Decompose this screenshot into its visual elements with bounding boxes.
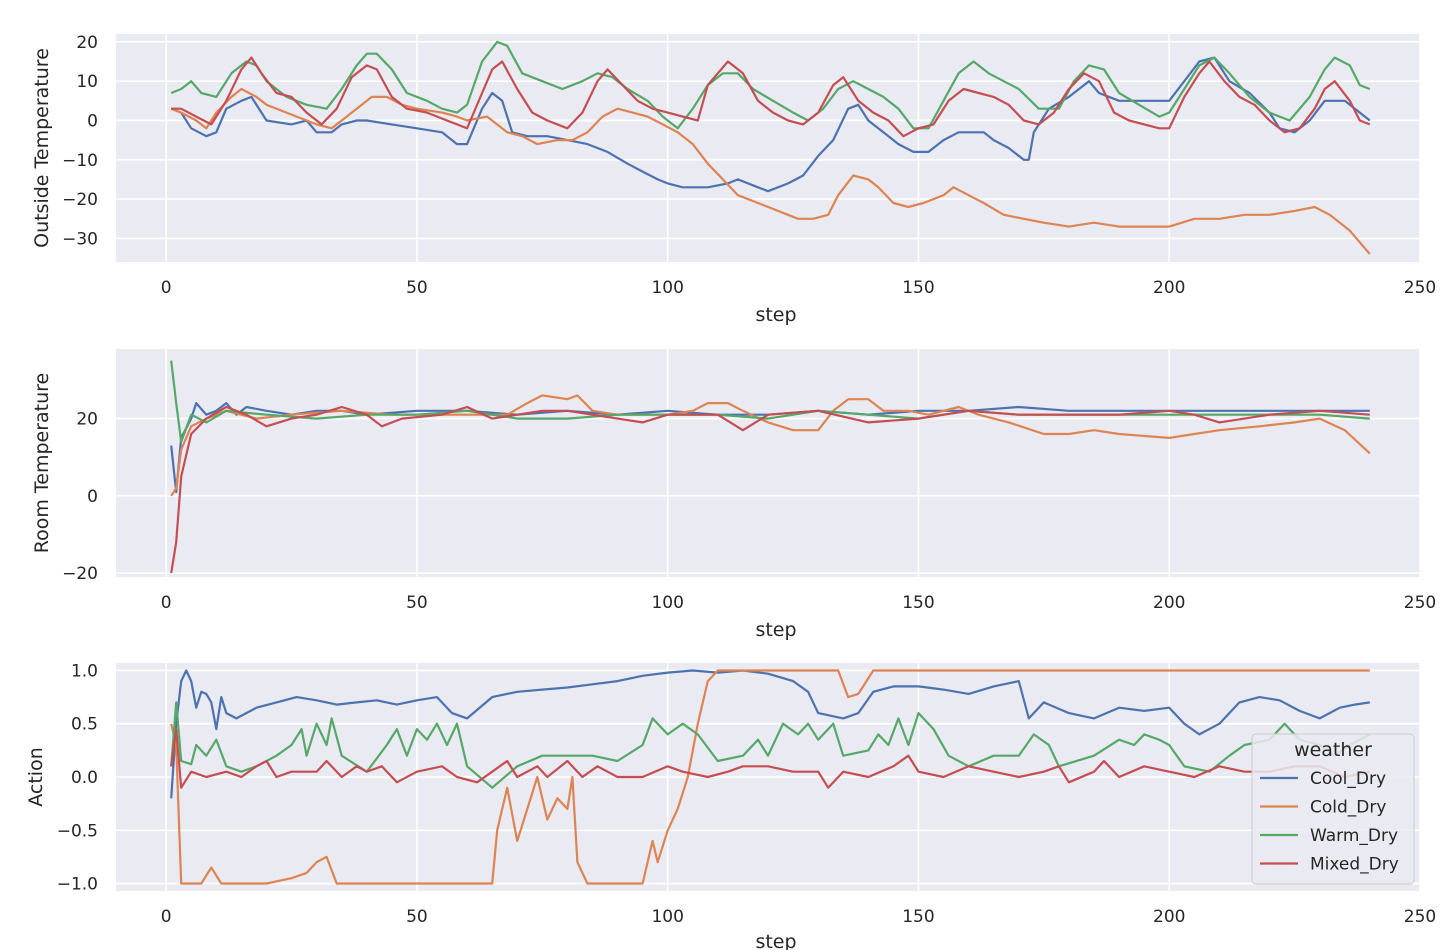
series-line-warm-dry bbox=[170, 701, 1371, 789]
x-tick-label: 250 bbox=[1404, 907, 1436, 927]
y-tick-label: 20 bbox=[76, 410, 98, 430]
y-tick-label: 0.0 bbox=[71, 768, 98, 788]
x-tick-label: 0 bbox=[161, 278, 172, 298]
legend-label: Cold_Dry bbox=[1310, 798, 1386, 818]
y-tick-label: 10 bbox=[76, 72, 98, 92]
legend-label: Cool_Dry bbox=[1310, 769, 1386, 789]
x-tick-label: 50 bbox=[406, 278, 428, 298]
y-axis-label: Outside Temperature bbox=[31, 48, 53, 248]
x-tick-label: 150 bbox=[902, 593, 934, 613]
x-tick-label: 250 bbox=[1404, 278, 1436, 298]
plot-area bbox=[116, 349, 1420, 577]
series-line-cold-dry bbox=[170, 669, 1370, 885]
x-tick-label: 200 bbox=[1153, 593, 1185, 613]
x-tick-label: 50 bbox=[406, 907, 428, 927]
x-axis-label: step bbox=[755, 619, 796, 641]
y-tick-label: −10 bbox=[62, 151, 98, 171]
y-tick-label: 0 bbox=[87, 487, 98, 507]
series-line-mixed-dry bbox=[170, 728, 1371, 789]
series-line-mixed-dry bbox=[170, 405, 1370, 574]
series-line-cool-dry bbox=[170, 56, 1371, 193]
series-line-cool-dry bbox=[170, 669, 1370, 799]
legend: weather Cool_Dry Cold_Dry Warm_Dry Mixed_Dry bbox=[1251, 733, 1415, 885]
y-tick-label: −30 bbox=[62, 229, 98, 249]
x-tick-label: 50 bbox=[406, 593, 428, 613]
legend-box bbox=[1251, 733, 1415, 885]
y-tick-label: 1.0 bbox=[71, 661, 98, 681]
y-tick-label: 0 bbox=[87, 111, 98, 131]
y-tick-label: 0.5 bbox=[71, 715, 98, 735]
plot-area bbox=[116, 34, 1420, 262]
legend-label: Mixed_Dry bbox=[1310, 855, 1399, 875]
legend-label: Warm_Dry bbox=[1310, 826, 1398, 846]
y-tick-label: 20 bbox=[76, 33, 98, 53]
x-tick-label: 100 bbox=[651, 593, 683, 613]
x-axis-label: step bbox=[755, 304, 796, 326]
y-axis-label: Action bbox=[25, 747, 47, 807]
series-line-warm-dry bbox=[170, 40, 1371, 130]
x-tick-label: 200 bbox=[1153, 907, 1185, 927]
y-tick-label: −20 bbox=[62, 564, 98, 584]
y-axis-label: Room Temperature bbox=[31, 373, 53, 554]
y-tick-label: −0.5 bbox=[57, 821, 98, 841]
x-tick-label: 100 bbox=[651, 278, 683, 298]
legend-title: weather bbox=[1294, 739, 1372, 761]
series-line-mixed-dry bbox=[171, 56, 1371, 138]
series-line-cold-dry bbox=[170, 87, 1371, 255]
y-tick-label: −20 bbox=[62, 190, 98, 210]
x-tick-label: 150 bbox=[902, 278, 934, 298]
x-axis-label: step bbox=[755, 931, 796, 950]
x-tick-label: 100 bbox=[651, 907, 683, 927]
subplot-3: 0 50 100 150 200 250 1.0 0.5 0.0 −0.5 −1.0 step Acti… bbox=[25, 661, 1436, 950]
x-tick-label: 150 bbox=[902, 907, 934, 927]
x-tick-label: 200 bbox=[1153, 278, 1185, 298]
x-tick-label: 250 bbox=[1404, 593, 1436, 613]
x-tick-label: 0 bbox=[161, 593, 172, 613]
x-tick-label: 0 bbox=[161, 907, 172, 927]
subplot-1: 0 50 100 150 200 25020100−10−20−30stepOutside… bbox=[31, 33, 1436, 326]
y-tick-label: −1.0 bbox=[57, 875, 98, 895]
